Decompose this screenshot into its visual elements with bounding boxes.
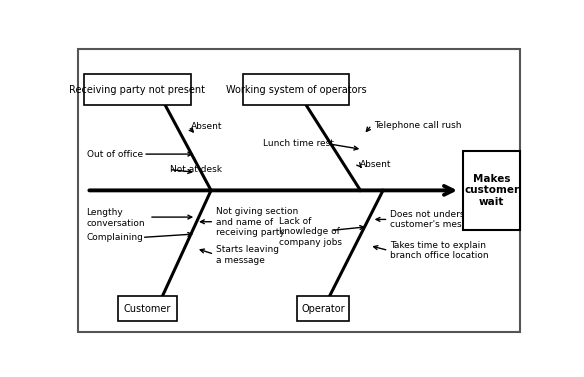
- Text: Not at desk: Not at desk: [171, 165, 223, 174]
- Text: Operator: Operator: [301, 304, 345, 314]
- Text: Working system of operators: Working system of operators: [225, 84, 366, 95]
- Text: Absent: Absent: [360, 160, 392, 169]
- Text: Telephone call rush: Telephone call rush: [374, 121, 461, 130]
- FancyBboxPatch shape: [243, 74, 349, 105]
- FancyBboxPatch shape: [118, 296, 177, 321]
- FancyBboxPatch shape: [84, 74, 190, 105]
- FancyBboxPatch shape: [463, 151, 520, 230]
- Text: Receiving party not present: Receiving party not present: [69, 84, 206, 95]
- Text: Lunch time rest: Lunch time rest: [263, 139, 334, 149]
- Text: Customer: Customer: [124, 304, 171, 314]
- Text: Absent: Absent: [190, 122, 222, 131]
- Text: Not giving section
and name of
receiving party: Not giving section and name of receiving…: [215, 207, 298, 237]
- Text: Starts leaving
a message: Starts leaving a message: [215, 245, 279, 265]
- Text: Takes time to explain
branch office location: Takes time to explain branch office loca…: [390, 241, 488, 260]
- Text: Lack of
knowledge of
company jobs: Lack of knowledge of company jobs: [279, 217, 342, 247]
- Text: Complaining: Complaining: [86, 233, 144, 242]
- Text: Makes
customer
wait: Makes customer wait: [464, 174, 519, 207]
- FancyBboxPatch shape: [297, 296, 349, 321]
- Text: Out of office: Out of office: [86, 150, 142, 159]
- Text: Does not understand
customer's message: Does not understand customer's message: [390, 210, 485, 229]
- Text: Lengthy
conversation: Lengthy conversation: [86, 208, 145, 228]
